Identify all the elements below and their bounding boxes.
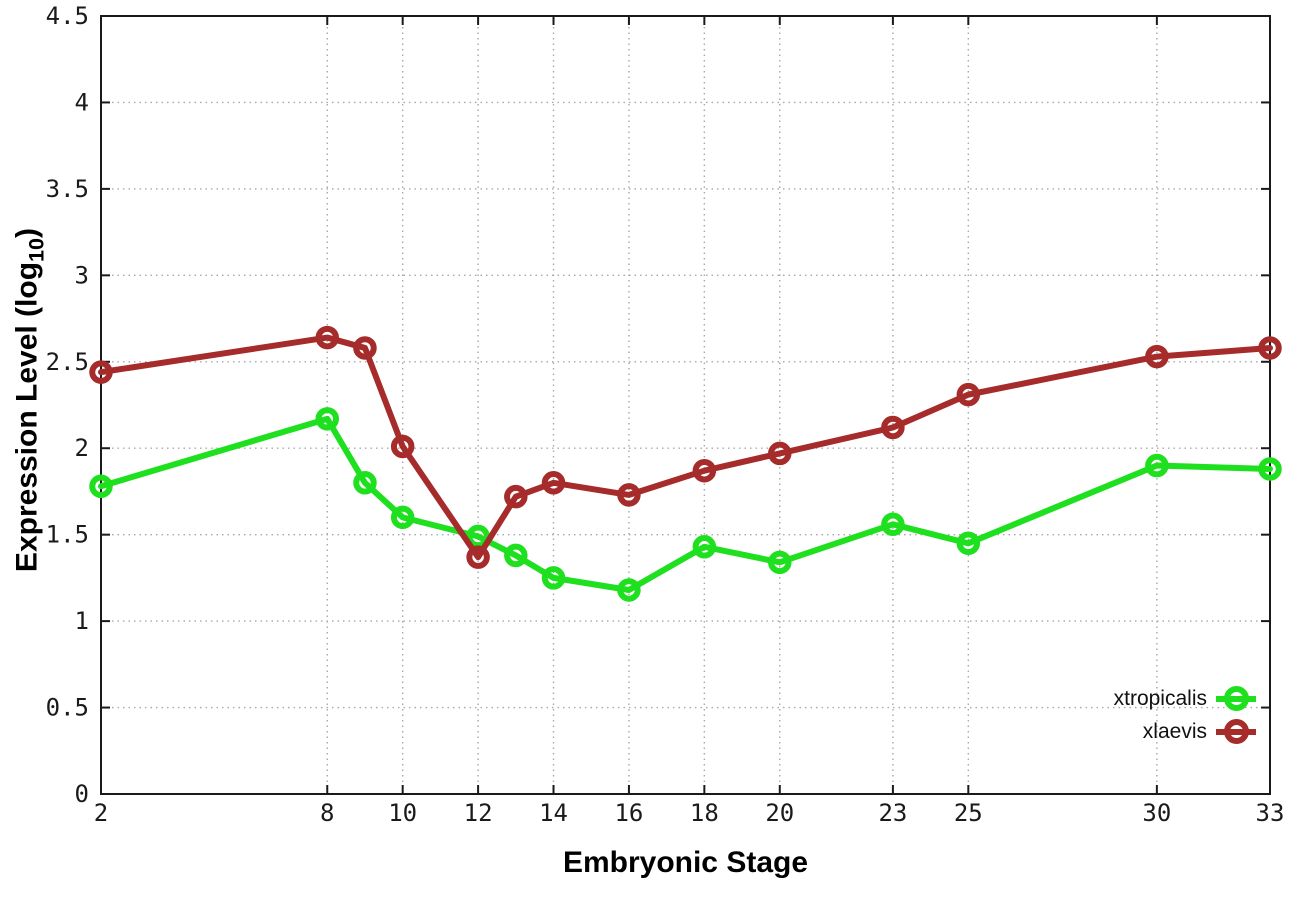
legend-sample-line-icon <box>1216 718 1256 746</box>
data-point-marker-xtropicalis <box>881 512 905 537</box>
data-point-marker-xtropicalis <box>692 535 717 559</box>
legend-label: xlaevis <box>1142 719 1207 743</box>
data-point-marker-xlaevis <box>541 471 566 495</box>
y-tick-label: 0 <box>75 780 89 808</box>
x-tick-label: 2 <box>94 799 108 827</box>
data-point-marker-xlaevis <box>1145 344 1169 369</box>
series-line-xlaevis <box>98 334 1273 561</box>
x-tick-label: 25 <box>954 799 983 827</box>
data-point-marker-xlaevis <box>353 336 377 360</box>
x-axis-title: Embryonic Stage <box>562 846 809 879</box>
data-point-marker-xtropicalis <box>1258 457 1282 481</box>
data-point-marker-xtropicalis <box>768 550 792 575</box>
data-point-marker-xtropicalis <box>315 407 340 431</box>
x-tick-label: 23 <box>878 799 907 827</box>
series-line-xtropicalis <box>98 415 1273 593</box>
legend-label: xtropicalis <box>1113 686 1207 710</box>
x-tick-label: 16 <box>614 799 643 827</box>
y-tick-label: 3.5 <box>46 175 89 203</box>
data-point-marker-xlaevis <box>390 434 415 459</box>
x-tick-label: 30 <box>1142 799 1171 827</box>
data-point-marker-xlaevis <box>768 441 792 466</box>
x-tick-label: 14 <box>539 799 568 827</box>
data-point-marker-xlaevis <box>466 545 490 569</box>
legend-item-xtropicalis: xtropicalis <box>1114 682 1256 715</box>
y-axis-title-text: Expression Level (log <box>10 261 44 573</box>
y-tick-label: 3 <box>75 261 89 289</box>
data-point-marker-xtropicalis <box>390 505 415 530</box>
data-point-marker-xtropicalis <box>617 578 641 602</box>
data-point-marker-xlaevis <box>315 325 340 350</box>
open-circle-marker-icon <box>1223 686 1249 711</box>
y-tick-label: 0.5 <box>46 694 89 722</box>
data-point-marker-xlaevis <box>692 458 717 483</box>
data-point-marker-xtropicalis <box>956 531 981 556</box>
y-axis-title-close: ) <box>10 227 44 238</box>
y-tick-label: 1.5 <box>46 521 89 549</box>
data-point-marker-xtropicalis <box>466 524 490 549</box>
data-point-marker-xlaevis <box>617 483 641 507</box>
x-tick-label: 18 <box>690 799 719 827</box>
plot-border <box>100 15 1271 795</box>
data-point-marker-xtropicalis <box>89 474 113 499</box>
data-point-marker-xlaevis <box>504 484 528 509</box>
data-point-marker-xtropicalis <box>504 543 528 568</box>
data-point-marker-xlaevis <box>881 415 905 440</box>
legend-item-xlaevis: xlaevis <box>1114 715 1256 748</box>
y-axis-title-subscript: 10 <box>23 237 49 262</box>
legend-sample-line-icon <box>1216 685 1256 713</box>
x-tick-label: 12 <box>464 799 493 827</box>
data-point-marker-xtropicalis <box>541 566 566 590</box>
data-point-marker-xtropicalis <box>353 471 377 495</box>
y-tick-label: 4 <box>75 88 89 116</box>
y-tick-label: 2 <box>75 434 89 462</box>
y-tick-label: 1 <box>75 607 89 635</box>
y-tick-label: 2.5 <box>46 348 89 376</box>
x-tick-label: 20 <box>765 799 794 827</box>
legend: xtropicalis xlaevis <box>1114 682 1256 748</box>
data-point-marker-xtropicalis <box>1145 453 1169 478</box>
x-tick-label: 10 <box>388 799 417 827</box>
data-point-marker-xlaevis <box>956 382 981 407</box>
x-tick-label: 33 <box>1256 799 1285 827</box>
x-tick-label: 8 <box>320 799 334 827</box>
data-point-marker-xlaevis <box>89 360 113 384</box>
y-tick-label: 4.5 <box>46 2 89 30</box>
y-axis-title: Expression Level (log10) <box>11 228 50 572</box>
open-circle-marker-icon <box>1223 719 1249 744</box>
data-point-marker-xlaevis <box>1258 336 1282 360</box>
